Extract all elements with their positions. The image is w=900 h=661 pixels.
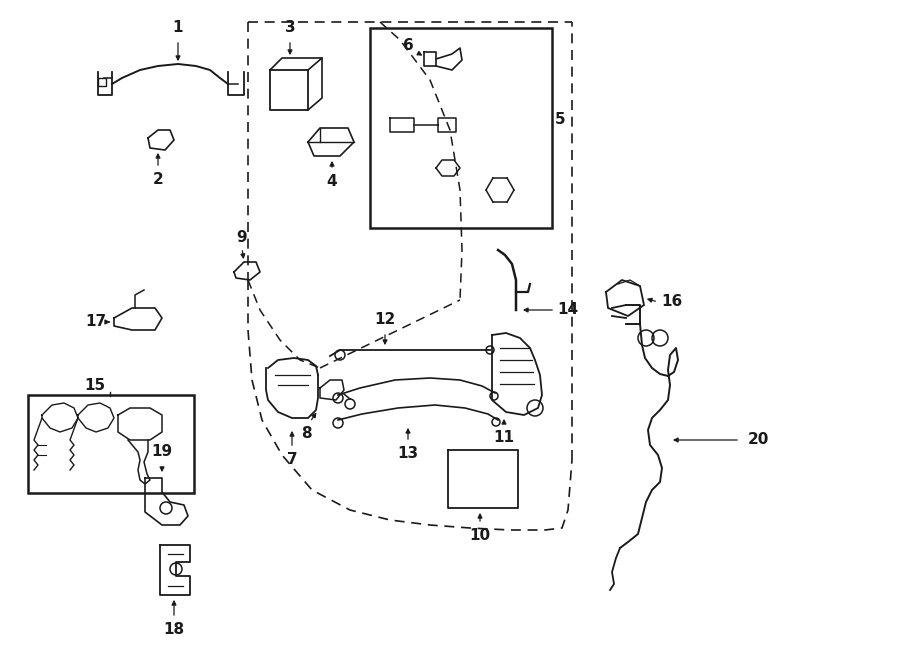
- Text: 7: 7: [287, 453, 297, 467]
- Text: 6: 6: [402, 38, 413, 54]
- Text: 5: 5: [554, 112, 565, 128]
- Text: 2: 2: [153, 173, 164, 188]
- Bar: [98, 78, 106, 86]
- Bar: [28, 395, 194, 493]
- Bar: [370, 28, 552, 228]
- Text: 19: 19: [151, 444, 173, 459]
- Text: 18: 18: [164, 623, 184, 637]
- Text: 12: 12: [374, 313, 396, 327]
- Text: 8: 8: [301, 426, 311, 442]
- Text: 4: 4: [327, 175, 338, 190]
- Text: 13: 13: [398, 446, 418, 461]
- Text: 14: 14: [557, 303, 579, 317]
- Text: 16: 16: [662, 295, 682, 309]
- Text: 17: 17: [86, 315, 106, 329]
- Text: 15: 15: [85, 377, 105, 393]
- Text: 1: 1: [173, 20, 184, 36]
- Text: 10: 10: [470, 529, 490, 543]
- Text: 3: 3: [284, 20, 295, 36]
- Text: 11: 11: [493, 430, 515, 444]
- Text: 9: 9: [237, 231, 248, 245]
- Text: 20: 20: [747, 432, 769, 447]
